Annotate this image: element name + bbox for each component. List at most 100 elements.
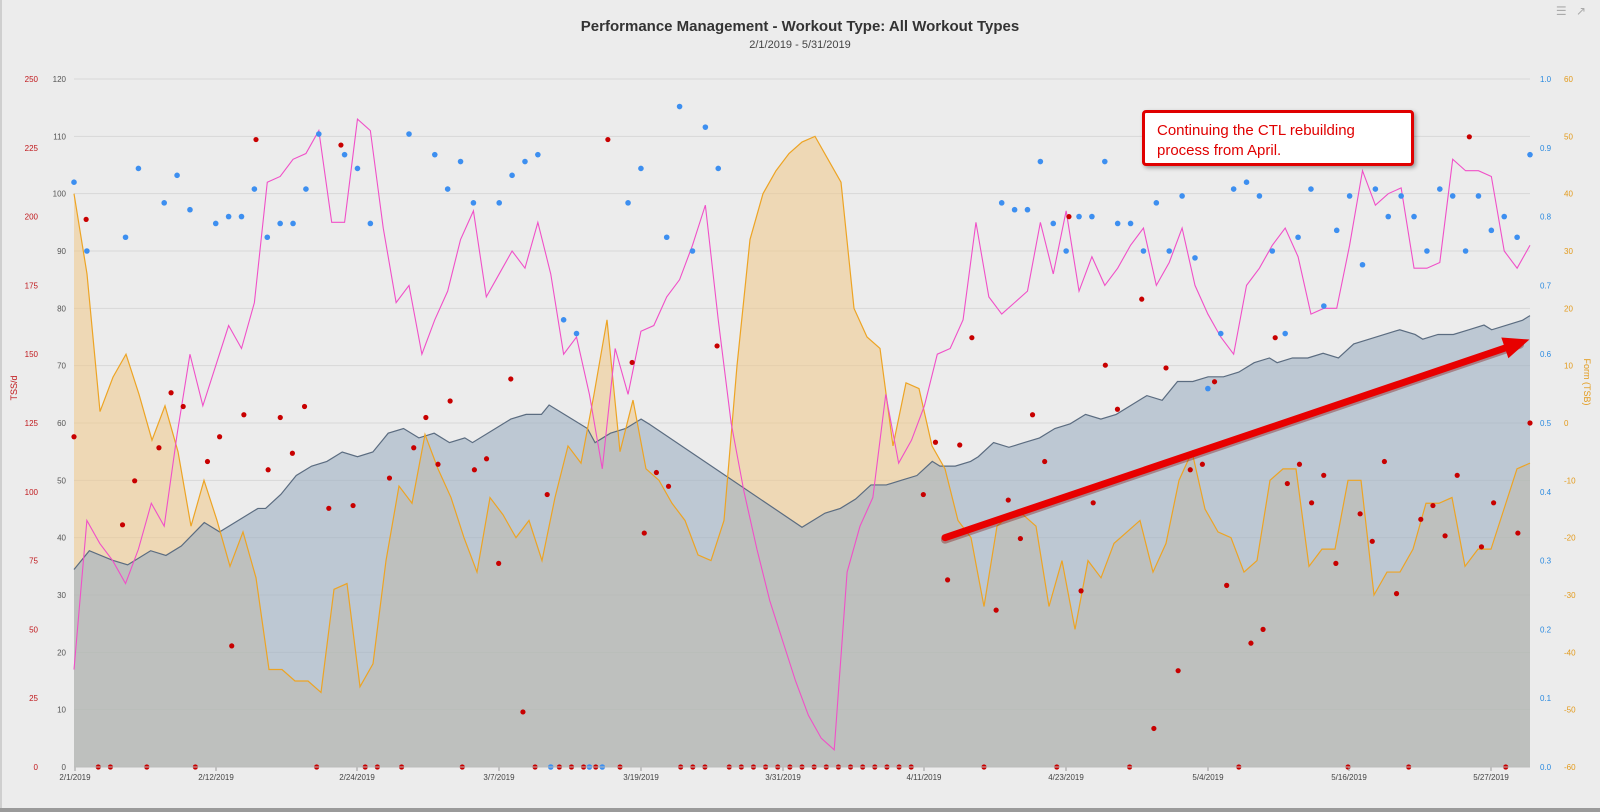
if-point [535,151,541,158]
if-point [1411,213,1417,220]
ctl-line [73,315,1531,570]
tss-point [168,390,174,396]
tss-point [71,434,77,440]
fitness-tick-label: 110 [53,132,66,141]
callout-line-1: Continuing the CTL rebuilding [1157,122,1355,139]
tss-point [1224,582,1230,588]
tss-point [1066,214,1072,220]
if-point [1050,220,1057,227]
if-point [1217,330,1224,337]
if-point [1372,186,1379,192]
if-tick-label: 1.0 [1540,75,1552,84]
if-point [1308,186,1314,192]
arrow-shaft [941,344,1510,542]
fitness-tick-label: 90 [57,247,66,256]
form-tick-label: 10 [1564,362,1573,371]
form-axis-title: Form (TSB) [1582,359,1592,406]
tss-tick-label: 50 [29,625,38,634]
if-point [303,186,309,192]
if-point [1488,227,1495,234]
if-point [212,220,219,227]
fitness-tick-label: 60 [57,419,66,428]
if-point [1501,213,1508,220]
tss-point [253,136,259,143]
tss-point [1296,461,1303,467]
tss-point [1321,472,1327,478]
if-point [187,206,193,213]
if-tick-label: 0.0 [1540,763,1552,772]
if-tick-label: 0.3 [1540,557,1552,566]
fitness-tick-label: 120 [53,75,67,84]
tss-tick-label: 150 [25,350,39,359]
if-point [470,200,477,206]
if-point [1256,193,1263,199]
if-point [1462,248,1469,254]
tss-point [229,643,235,649]
x-tick-label: 2/12/2019 [198,773,234,782]
tss-point [1248,640,1254,646]
if-point [264,234,271,241]
corner-controls: ☰ ↗ [1550,4,1586,18]
tss-point [1466,134,1472,140]
x-tick-label: 5/27/2019 [1473,773,1509,782]
fitness-tick-label: 10 [57,706,66,715]
if-point [1243,179,1250,185]
tss-point [1369,538,1375,544]
form-tick-label: -10 [1564,476,1576,485]
if-point [1295,234,1301,241]
if-point [1179,193,1185,199]
annotation-callout: Continuing the CTL rebuilding process fr… [1142,110,1414,166]
if-point [638,165,644,172]
if-point [174,172,180,179]
tss-tick-label: 100 [25,488,39,497]
tss-point [1017,535,1024,542]
if-point [290,220,296,227]
if-point [71,179,77,185]
if-point [702,124,709,130]
expand-icon[interactable]: ↗ [1575,4,1586,18]
if-point [1063,248,1069,254]
if-point [1037,158,1044,165]
tss-point [1491,500,1497,506]
if-point [1153,200,1160,206]
if-point [1398,193,1404,199]
if-point [1089,213,1095,220]
if-point [509,172,515,179]
if-point [1140,248,1147,254]
tss-point [665,483,672,489]
if-point [84,248,90,254]
tss-point [1114,406,1121,412]
if-point [1127,220,1134,227]
fitness-tick-label: 0 [62,763,67,772]
fitness-tick-label: 100 [53,190,67,199]
tss-point [411,445,417,451]
left-edge-border [0,0,2,812]
x-tick-label: 2/24/2019 [339,773,375,782]
menu-icon[interactable]: ☰ [1555,4,1567,18]
tss-point [605,136,611,143]
x-tick-label: 3/19/2019 [623,773,659,782]
if-point [277,220,283,227]
tss-point [217,434,223,440]
tss-point [1042,458,1048,465]
if-point [1359,261,1366,268]
tss-point [1272,335,1278,341]
if-point [161,200,167,206]
if-point [135,165,142,172]
if-point [457,158,464,165]
tss-point [496,560,502,566]
tss-point [1357,511,1363,517]
if-point [1205,385,1211,392]
if-point [573,330,580,337]
x-tick-label: 4/23/2019 [1048,773,1084,782]
if-point [560,317,567,323]
if-point [1166,248,1173,254]
tss-point [1381,458,1387,465]
if-point [1114,220,1121,227]
tsb-line [73,135,1531,694]
tss-point [350,502,356,509]
tss-point [1151,725,1157,732]
form-tick-label: 30 [1564,247,1573,256]
if-tick-label: 0.9 [1540,144,1552,153]
tss-point [957,442,963,448]
